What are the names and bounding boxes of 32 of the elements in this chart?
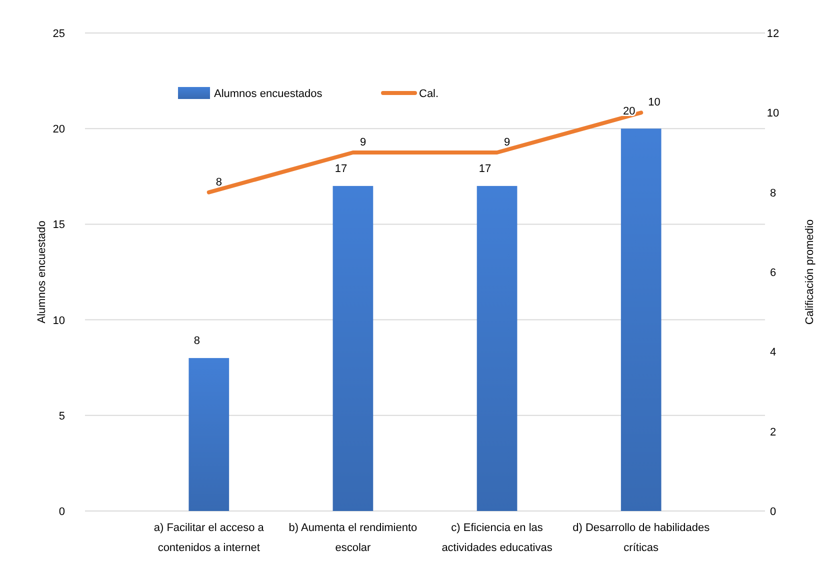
x-tick-label: a) Facilitar el acceso a contenidos a internet — [154, 522, 265, 554]
y2-tick-label: 12 — [766, 28, 780, 40]
y2-tick-label: 6 — [770, 267, 776, 279]
y2-tick-label: 10 — [766, 108, 780, 120]
y-tick-label: 15 — [52, 219, 65, 232]
y-tick-label: 10 — [52, 314, 65, 327]
x-tick-label: c) Eficiencia en las actividades educativas — [442, 522, 553, 554]
data-label: 10 — [648, 96, 660, 109]
x-tick-label: d) Desarrollo de habilidades críticas — [572, 522, 710, 554]
y2-tick-label: 0 — [770, 506, 776, 518]
bar — [620, 128, 662, 511]
y-axis-title: Alumnos encuestado — [36, 220, 48, 324]
y2-tick-label: 2 — [770, 426, 776, 438]
y-tick-label: 20 — [52, 124, 65, 136]
data-label: 8 — [216, 176, 222, 188]
legend-label: Alumnos encuestados — [214, 88, 323, 100]
bar — [188, 358, 230, 511]
y-tick-label: 5 — [58, 410, 65, 422]
data-label: 17 — [478, 162, 492, 175]
bar — [332, 186, 374, 511]
data-label: 17 — [334, 162, 348, 175]
bar — [476, 186, 518, 511]
data-label: 8 — [194, 335, 200, 348]
legend-label: Cal. — [419, 88, 439, 100]
data-label: 9 — [504, 136, 510, 148]
y2-axis-title: Calificación promedio — [804, 219, 816, 325]
x-tick-label: b) Aumenta el rendimiento escolar — [288, 522, 418, 554]
y2-tick-label: 4 — [770, 346, 776, 359]
data-label: 9 — [360, 136, 366, 148]
y-tick-label: 0 — [58, 506, 65, 518]
y-tick-label: 25 — [52, 28, 65, 40]
y2-tick-label: 8 — [770, 187, 776, 200]
